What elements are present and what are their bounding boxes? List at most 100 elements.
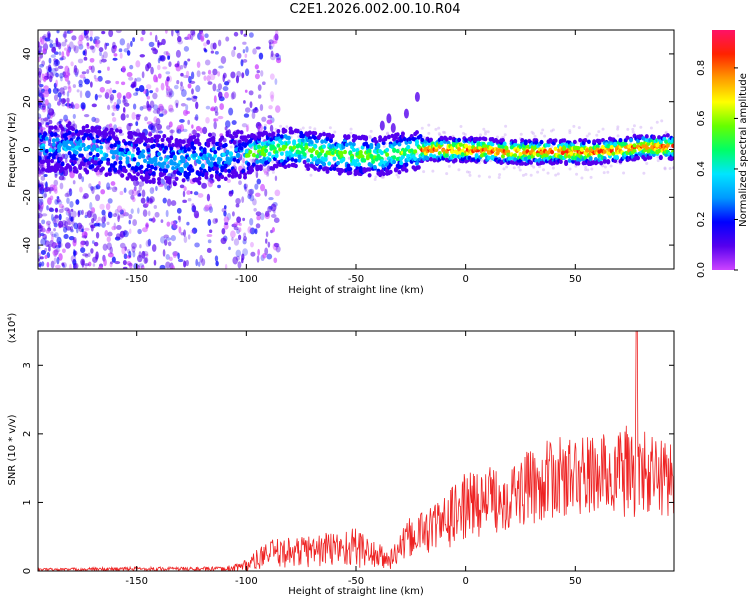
spectrogram-ridge-cell — [227, 173, 232, 178]
spectrogram-ridge-cell — [355, 158, 360, 163]
spectrogram-noise-cell — [201, 182, 208, 189]
spectrogram-ridge-cell — [95, 138, 100, 144]
spectrogram-noise-cell — [203, 75, 207, 81]
spectrogram-noise-cell — [256, 178, 262, 185]
spectrogram-noise-cell — [84, 265, 87, 269]
spectrogram-ridge-cell — [53, 132, 58, 137]
spectrogram-ridge-cell — [213, 149, 218, 155]
spectrogram-noise-cell — [150, 125, 156, 134]
spectrogram-ridge-cell — [223, 163, 228, 168]
spectrogram-noise-cell — [255, 46, 261, 50]
spectrogram-noise-cell — [241, 163, 245, 167]
spectrogram-noise-cell — [70, 101, 74, 109]
snr-xtick-label: -100 — [235, 576, 258, 587]
spectrogram-noise-cell — [191, 203, 195, 208]
spectrogram-noise-cell — [195, 258, 199, 267]
spectrogram-ytick-label: 40 — [22, 48, 33, 61]
spectrogram-noise-cell — [166, 221, 171, 227]
spectrogram-noise-cell — [39, 45, 43, 53]
spectrogram-ridge-cell — [69, 140, 74, 145]
spectrogram-noise-cell — [216, 88, 221, 93]
snr-series-line — [38, 331, 674, 571]
spectrogram-noise-cell — [43, 85, 49, 92]
spectrogram-noise-cell — [242, 59, 248, 63]
spectrogram-noise-cell — [96, 220, 99, 224]
spectrogram-noise-cell — [53, 248, 59, 255]
spectrogram-noise-cell — [190, 229, 195, 234]
spectrogram-noise-cell — [95, 194, 101, 202]
spectrogram-noise-cell — [206, 233, 213, 238]
spectrogram-noise-cell — [462, 131, 466, 135]
spectrogram-noise-cell — [44, 255, 48, 260]
spectrogram-noise-cell — [206, 193, 211, 202]
spectrogram-noise-cell — [538, 165, 542, 169]
spectrogram-noise-cell — [131, 246, 136, 253]
spectrogram-ridge-cell — [202, 150, 207, 155]
spectrogram-noise-cell — [162, 249, 166, 257]
spectrogram-noise-cell — [274, 33, 279, 41]
spectrogram-noise-cell — [130, 83, 136, 87]
spectrogram-ridge-cell — [157, 180, 162, 186]
spectrogram-noise-cell — [117, 214, 120, 223]
spectrogram-noise-cell — [265, 167, 269, 171]
spectrogram-noise-cell — [54, 67, 59, 72]
spectrogram-noise-cell — [142, 209, 148, 217]
spectrogram-noise-cell — [530, 130, 534, 134]
spectrogram-ridge-cell — [269, 137, 274, 142]
spectrogram-ridge-cell — [151, 170, 156, 176]
spectrogram-ridge-cell — [246, 134, 251, 139]
spectrogram-noise-cell — [138, 84, 145, 93]
spectrogram-ridge-cell — [320, 148, 325, 154]
spectrogram-ridge-cell — [588, 156, 593, 162]
spectrogram-noise-cell — [463, 133, 467, 137]
spectrogram-noise-cell — [111, 105, 116, 109]
spectrogram-ridge-cell — [197, 180, 202, 186]
spectrogram-noise-cell — [98, 180, 101, 186]
spectrogram-ridge-cell — [172, 170, 177, 175]
spectrogram-noise-cell — [97, 216, 102, 222]
spectrogram-noise-cell — [126, 114, 129, 118]
spectrogram-noise-cell — [73, 263, 77, 268]
spectrogram-ridge-cell — [165, 164, 170, 169]
spectrogram-noise-cell — [159, 55, 165, 61]
spectrogram-noise-cell — [50, 54, 57, 58]
spectrogram-noise-cell — [221, 228, 226, 235]
spectrogram-noise-cell — [116, 225, 122, 230]
spectrogram-noise-cell — [40, 250, 46, 256]
spectrogram-ridge-cell — [293, 163, 298, 169]
spectrogram-noise-cell — [385, 132, 389, 136]
spectrogram-ridge-cell — [248, 149, 253, 155]
spectrogram-noise-cell — [206, 247, 212, 254]
spectrogram-ridge-cell — [127, 150, 132, 156]
spectrogram-noise-cell — [136, 254, 143, 263]
spectrogram-noise-cell — [233, 31, 239, 37]
spectrogram-noise-cell — [52, 216, 56, 225]
spectrogram-noise-cell — [130, 208, 134, 214]
spectrogram-noise-cell — [126, 123, 132, 131]
spectrogram-noise-cell — [639, 125, 643, 129]
spectrogram-ridge-cell — [321, 161, 326, 167]
spectrogram-noise-cell — [209, 73, 216, 81]
snr-scale-label: (x10⁴) — [7, 313, 18, 344]
spectrogram-ridge-cell — [606, 159, 611, 164]
spectrogram-noise-cell — [72, 180, 76, 185]
spectrogram-noise-cell — [601, 127, 605, 131]
spectrogram-noise-cell — [232, 256, 239, 265]
spectrogram-noise-cell — [231, 120, 237, 125]
spectrogram-noise-cell — [233, 162, 237, 166]
spectrogram-ridge-cell — [399, 138, 404, 143]
spectrogram-noise-cell — [268, 197, 274, 201]
spectrogram-ridge-cell — [78, 146, 83, 152]
spectrogram-ridge-cell — [230, 174, 235, 179]
spectrogram-noise-cell — [72, 236, 77, 244]
spectrogram-xtick-label: 0 — [462, 274, 468, 285]
spectrogram-ridge-cell — [372, 164, 377, 170]
spectrogram-noise-cell — [205, 105, 211, 110]
spectrogram-noise-cell — [183, 46, 190, 52]
spectrogram-ridge-cell — [529, 160, 534, 165]
spectrogram-ridge-cell — [490, 142, 495, 147]
spectrogram-ridge-cell — [458, 142, 463, 147]
spectrogram-ridge-cell — [651, 134, 656, 140]
spectrogram-noise-cell — [99, 86, 105, 93]
spectrogram-noise-cell — [58, 213, 62, 221]
